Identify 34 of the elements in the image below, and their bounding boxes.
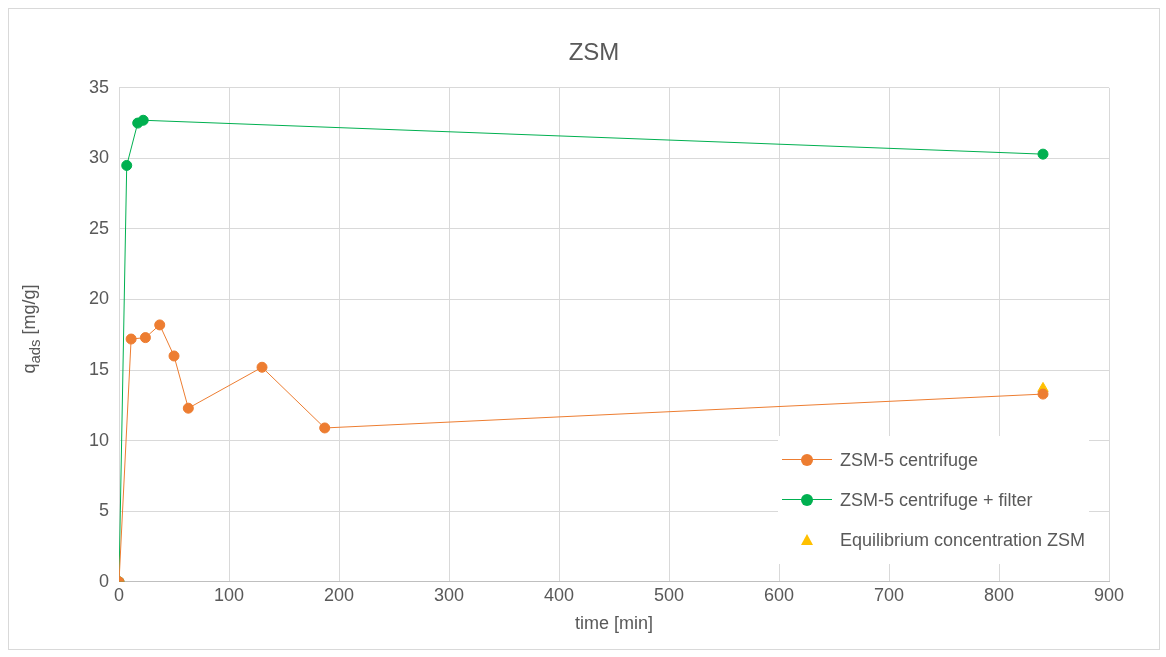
y-tick-label: 20	[88, 288, 110, 309]
y-tick-label: 30	[88, 147, 110, 168]
point	[319, 422, 331, 434]
y-tick-label: 0	[99, 570, 110, 591]
point	[139, 332, 151, 344]
point	[137, 114, 149, 126]
legend-label: ZSM-5 centrifuge	[839, 449, 978, 471]
y-tick-label: 15	[88, 359, 110, 380]
point	[121, 159, 133, 171]
x-tick-label: 300	[433, 584, 465, 605]
x-tick-label: 100	[214, 584, 245, 605]
y-tick-label: 35	[88, 76, 110, 97]
point	[256, 361, 268, 373]
y-tick-label: 5	[99, 500, 110, 521]
point	[182, 402, 194, 414]
y-tick-label: 10	[88, 429, 110, 450]
x-tick-label: 500	[653, 584, 685, 605]
x-tick-label: 0	[114, 584, 125, 605]
y-tick-label: 25	[88, 217, 110, 238]
point	[1037, 148, 1049, 160]
legend-label: Equilibrium concentration ZSM	[839, 529, 1085, 551]
point	[125, 333, 137, 345]
x-tick-label: 400	[543, 584, 575, 605]
legend-label: ZSM-5 centrifuge + filter	[839, 489, 1033, 511]
point	[168, 350, 180, 362]
chart-title: ZSM	[568, 38, 620, 66]
x-tick-label: 700	[873, 584, 905, 605]
point	[154, 319, 166, 331]
x-tick-label: 800	[983, 584, 1015, 605]
x-tick-label: 900	[1093, 584, 1125, 605]
x-tick-label: 200	[323, 584, 355, 605]
x-tick-label: 600	[763, 584, 795, 605]
x-axis-title: time [min]	[575, 613, 654, 634]
point	[1037, 388, 1049, 400]
